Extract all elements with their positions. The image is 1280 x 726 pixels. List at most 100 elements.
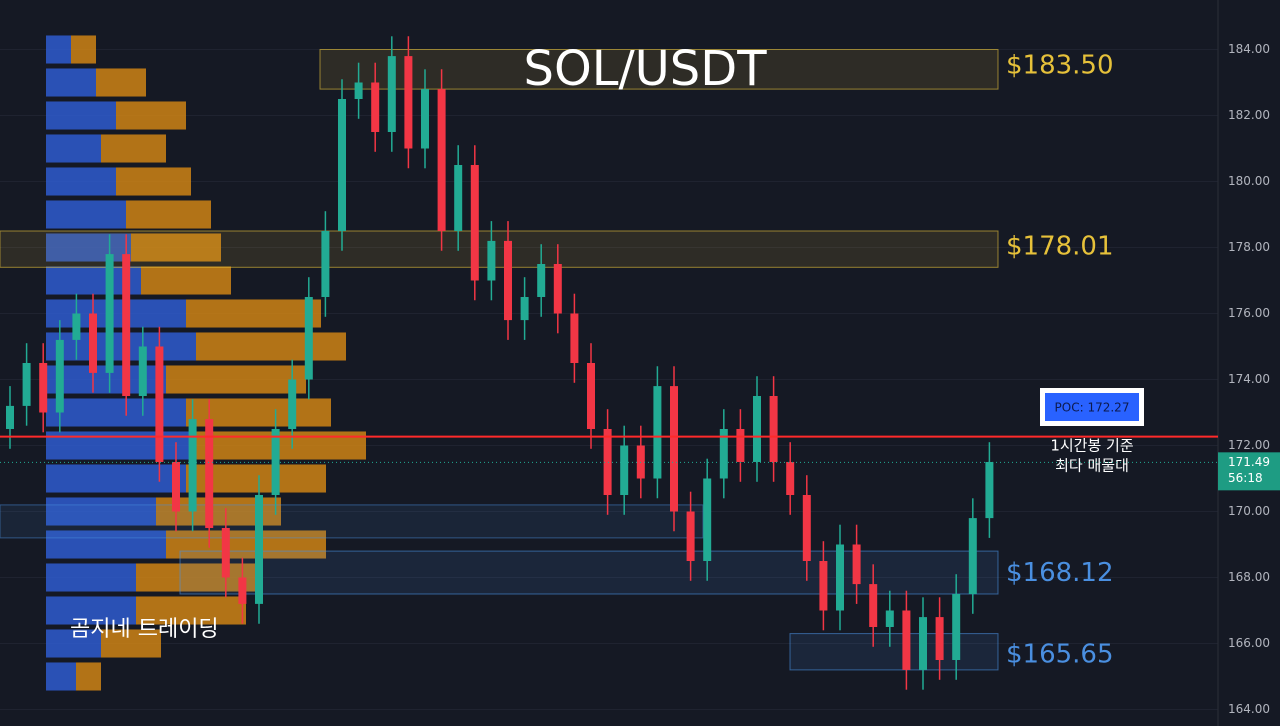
zone (319, 49, 999, 90)
profile-up-bar (46, 332, 196, 361)
profile-up-bar (46, 530, 166, 559)
y-tick-label: 184.00 (1228, 42, 1270, 56)
candle-body (470, 165, 479, 281)
candle-body (852, 544, 861, 585)
candle-body (653, 386, 662, 479)
candle-body (935, 617, 944, 660)
candle-body (39, 363, 48, 413)
candle-body (819, 561, 828, 611)
zone-label: $165.65 (1006, 640, 1114, 670)
candle-body (952, 594, 961, 660)
candle-body (122, 254, 131, 396)
candle-body (620, 445, 629, 495)
profile-down-bar (141, 266, 231, 295)
profile-down-bar (166, 365, 306, 394)
candle-body (802, 495, 811, 561)
candle-body (885, 610, 894, 627)
zone (179, 550, 999, 595)
candle-body (719, 429, 728, 479)
y-tick-label: 182.00 (1228, 108, 1270, 122)
candle-body (188, 419, 197, 512)
profile-down-bar (101, 629, 161, 658)
candle-body (786, 462, 795, 495)
profile-up-bar (46, 134, 101, 163)
profile-down-bar (126, 200, 211, 229)
profile-up-bar (46, 464, 186, 493)
candle-body (321, 231, 330, 297)
candle-body (703, 478, 712, 561)
candle-body (221, 528, 230, 578)
candle-body (6, 405, 14, 429)
candle-body (105, 254, 114, 373)
candle-body (371, 82, 380, 132)
candle-body (89, 313, 97, 373)
profile-up-bar (46, 35, 71, 64)
candle-body (836, 544, 844, 611)
candle-body (985, 462, 994, 519)
candle-body (736, 429, 745, 462)
profile-down-bar (96, 68, 146, 97)
profile-down-bar (166, 530, 326, 559)
candle-body (255, 495, 263, 604)
candle-body (205, 419, 214, 528)
zone-label: $183.50 (1006, 51, 1114, 81)
profile-up-bar (46, 563, 136, 592)
candle-body (769, 396, 778, 462)
candle-body (55, 339, 64, 413)
candle-body (271, 429, 280, 495)
candle-body (587, 363, 595, 429)
candle-body (869, 584, 878, 627)
zone-extra (0, 504, 704, 539)
y-tick-label: 164.00 (1228, 702, 1270, 716)
y-tick-label: 166.00 (1228, 636, 1270, 650)
chart-title: SOL/USDT (523, 41, 767, 97)
profile-down-bar (136, 563, 256, 592)
profile-up-bar (46, 497, 156, 526)
candle-body (686, 511, 695, 561)
profile-up-bar (46, 629, 101, 658)
candle-body (570, 313, 579, 363)
candle-body (172, 462, 180, 512)
profile-down-bar (116, 167, 191, 196)
candle-body (22, 363, 31, 406)
candle-body (338, 99, 346, 231)
candle-body (902, 610, 911, 670)
profile-up-bar (46, 68, 96, 97)
profile-down-bar (71, 35, 96, 64)
y-tick-label: 180.00 (1228, 174, 1270, 188)
zone (0, 230, 999, 268)
poc-label: POC: 172.27 (1055, 401, 1130, 415)
watermark: 곰지네 트레이딩 (70, 617, 219, 642)
candle-body (238, 577, 247, 604)
profile-up-bar (46, 398, 186, 427)
profile-down-bar (186, 299, 321, 328)
profile-down-bar (76, 662, 101, 691)
candle-body (753, 396, 761, 462)
countdown: 56:18 (1228, 471, 1263, 485)
zone (789, 633, 999, 671)
profile-up-bar (46, 167, 116, 196)
profile-down-bar (136, 596, 246, 625)
zone-label: $168.12 (1006, 558, 1114, 588)
candle-body (537, 264, 546, 297)
profile-down-bar (131, 233, 221, 262)
poc-note: 1시간봉 기준 (1050, 437, 1134, 455)
candle-body (454, 165, 463, 231)
profile-up-bar (46, 200, 126, 229)
profile-up-bar (46, 101, 116, 130)
profile-down-bar (116, 101, 186, 130)
candle-body (421, 89, 429, 149)
y-tick-label: 170.00 (1228, 504, 1270, 518)
candle-body (437, 89, 446, 231)
profile-up-bar (46, 233, 131, 262)
profile-down-bar (101, 134, 166, 163)
y-tick-label: 172.00 (1228, 438, 1270, 452)
profile-up-bar (46, 596, 136, 625)
candle-body (404, 56, 413, 149)
profile-down-bar (196, 332, 346, 361)
candle-body (288, 379, 297, 429)
candle-body (603, 429, 612, 495)
zone-label: $178.01 (1006, 232, 1114, 262)
poc-note: 최다 매물대 (1055, 457, 1129, 475)
candle-body (553, 264, 562, 314)
